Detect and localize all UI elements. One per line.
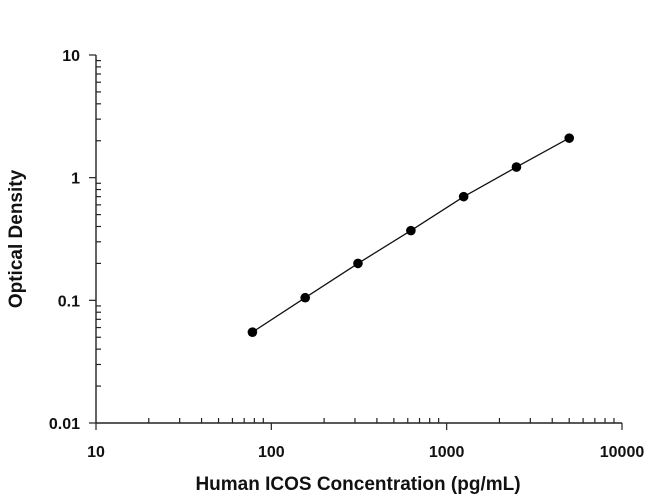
data-point <box>353 258 363 269</box>
tick-labels: 0.01 0.1 1 10 10 100 1000 10000 <box>49 48 644 461</box>
x-axis-title: Human ICOS Concentration (pg/mL) <box>195 474 520 495</box>
x-tick-label: 10 <box>87 444 105 461</box>
x-tick-label: 1000 <box>429 444 465 461</box>
ticks <box>89 54 623 430</box>
y-tick-label: 10 <box>62 48 80 65</box>
axes <box>95 55 622 424</box>
x-tick-label: 10000 <box>600 444 645 461</box>
data-point <box>564 133 575 143</box>
x-tick-label: 100 <box>258 444 285 461</box>
data-point <box>247 327 258 337</box>
data-points <box>247 133 575 337</box>
data-point <box>300 292 310 303</box>
data-point <box>458 191 469 202</box>
y-axis-title: Optical Density <box>6 169 27 308</box>
data-point <box>511 162 522 172</box>
data-point <box>406 225 416 236</box>
y-tick-label: 0.01 <box>49 416 80 433</box>
y-tick-label: 1 <box>71 171 80 188</box>
y-tick-label: 0.1 <box>58 293 80 310</box>
